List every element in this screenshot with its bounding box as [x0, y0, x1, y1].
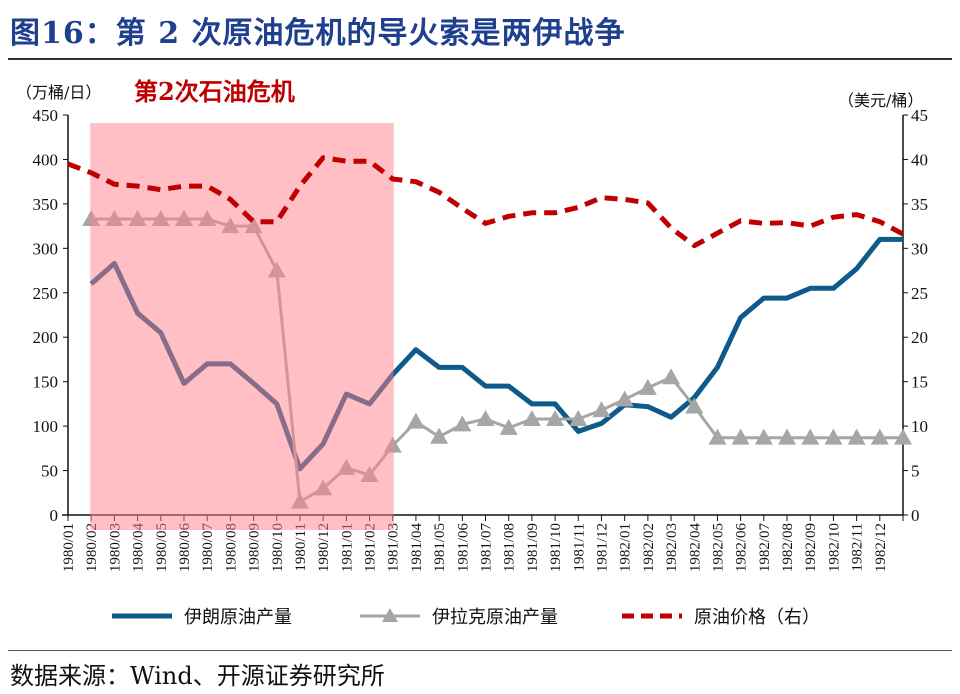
left-tick-label: 50 — [41, 462, 58, 481]
x-tick-label: 1981/10 — [548, 523, 564, 572]
iraq-production-marker — [824, 428, 843, 445]
left-tick-label: 400 — [33, 150, 59, 169]
x-tick-label: 1981/11 — [571, 523, 587, 572]
right-tick-label: 15 — [911, 373, 928, 392]
x-tick-label: 1981/04 — [409, 523, 425, 573]
iraq-production-marker — [546, 410, 565, 426]
left-tick-label: 300 — [33, 239, 59, 258]
right-tick-label: 30 — [911, 239, 928, 258]
chart: 0 50 100 150 200 250 300 350 400 450 0 5 10 15 20 25 30 3… — [16, 77, 928, 628]
source-divider — [8, 650, 952, 651]
legend-price-label: 原油价格（右） — [694, 607, 820, 628]
x-tick-label: 1980/07 — [200, 523, 216, 573]
iraq-production-marker — [847, 428, 866, 445]
iraq-production-marker — [615, 390, 634, 407]
x-tick-label: 1982/09 — [803, 523, 819, 572]
x-tick-label: 1981/06 — [455, 523, 471, 573]
iraq-production-marker — [754, 428, 773, 445]
source-note: 数据来源：Wind、开源证券研究所 — [10, 662, 385, 690]
page-title: 图16：第 2 次原油危机的导火索是两伊战争 — [10, 16, 626, 51]
iraq-production-marker — [430, 427, 449, 444]
x-tick-label: 1981/01 — [339, 523, 355, 572]
x-tick-label: 1981/12 — [594, 523, 610, 572]
x-tick-label: 1982/03 — [664, 523, 680, 572]
left-tick-label: 150 — [33, 373, 59, 392]
x-tick-label: 1980/11 — [293, 523, 309, 572]
iraq-production-marker — [801, 428, 820, 445]
x-tick-label: 1981/05 — [432, 523, 448, 572]
x-tick-label: 1982/01 — [618, 523, 634, 572]
right-tick-label: 40 — [911, 150, 928, 169]
x-tick-label: 1982/02 — [641, 523, 657, 572]
x-tick-label: 1980/04 — [131, 523, 147, 573]
right-tick-label: 5 — [911, 462, 920, 481]
x-tick-label: 1982/10 — [826, 523, 842, 572]
x-tick-label: 1980/12 — [316, 523, 332, 572]
left-tick-label: 100 — [33, 417, 59, 436]
iraq-production-marker — [685, 397, 704, 414]
title-divider — [8, 58, 952, 60]
iraq-production-marker — [662, 368, 681, 385]
iraq-production-marker — [453, 415, 472, 432]
right-tick-label: 25 — [911, 284, 928, 303]
x-tick-label: 1982/04 — [687, 523, 703, 573]
crisis-annotation: 第2次石油危机 — [134, 77, 295, 106]
x-tick-label: 1982/07 — [757, 523, 773, 573]
legend-iran-label: 伊朗原油产量 — [184, 607, 292, 628]
iraq-production-marker — [522, 410, 541, 426]
legend-iraq-marker — [382, 608, 398, 622]
x-tick-label: 1980/01 — [61, 523, 77, 572]
x-tick-label: 1982/12 — [873, 523, 889, 572]
x-tick-label: 1981/08 — [502, 523, 518, 572]
x-tick-label: 1982/08 — [780, 523, 796, 572]
left-axis-unit: （万桶/日） — [16, 83, 101, 102]
right-tick-label: 35 — [911, 195, 928, 214]
legend-iraq-label: 伊拉克原油产量 — [432, 607, 558, 628]
iraq-production-marker — [870, 428, 889, 445]
left-tick-label: 350 — [33, 195, 59, 214]
legend: 伊朗原油产量 伊拉克原油产量 原油价格（右） — [112, 607, 820, 628]
crisis-shaded-region — [90, 123, 394, 530]
right-axis-unit: （美元/桶） — [838, 91, 923, 110]
left-tick-label: 450 — [33, 106, 59, 125]
x-tick-label: 1981/02 — [363, 523, 379, 572]
iraq-production-marker — [569, 410, 588, 426]
x-tick-label: 1982/11 — [850, 523, 866, 572]
left-tick-label: 0 — [50, 506, 59, 525]
oil-price-line — [67, 155, 905, 249]
x-tick-label: 1980/02 — [84, 523, 100, 572]
x-tick-label: 1980/06 — [177, 523, 193, 573]
right-tick-label: 20 — [911, 328, 928, 347]
iraq-production-marker — [894, 428, 912, 445]
x-tick-label: 1982/06 — [734, 523, 750, 573]
x-tick-label: 1980/10 — [270, 523, 286, 572]
x-tick-label: 1982/05 — [710, 523, 726, 572]
right-tick-label: 0 — [911, 506, 920, 525]
x-tick-label: 1980/09 — [247, 523, 263, 572]
iraq-production-marker — [778, 428, 797, 445]
right-tick-label: 10 — [911, 417, 928, 436]
x-tick-label: 1981/03 — [386, 523, 402, 572]
left-tick-label: 200 — [33, 328, 59, 347]
iraq-production-marker — [638, 378, 657, 395]
x-tick-label: 1981/09 — [525, 523, 541, 572]
right-tick-label: 45 — [911, 106, 928, 125]
x-tick-label: 1980/05 — [154, 523, 170, 572]
x-tick-label: 1980/03 — [107, 523, 123, 572]
x-tick-label: 1981/07 — [479, 523, 495, 573]
iraq-production-marker — [708, 428, 727, 445]
x-tick-label: 1980/08 — [223, 523, 239, 572]
iraq-production-marker — [592, 401, 611, 418]
iraq-production-marker — [499, 418, 518, 435]
iraq-production-marker — [406, 412, 425, 429]
iraq-production-marker — [476, 410, 495, 426]
iraq-production-marker — [731, 428, 750, 445]
left-tick-label: 250 — [33, 284, 59, 303]
